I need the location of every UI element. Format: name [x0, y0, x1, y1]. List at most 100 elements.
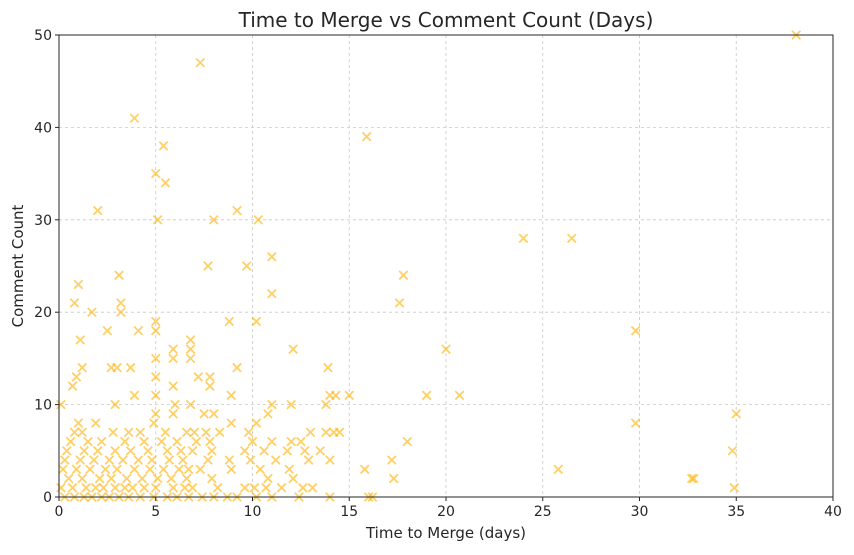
- data-point: [150, 316, 161, 327]
- data-point: [247, 436, 258, 447]
- data-point: [102, 325, 113, 336]
- x-tick-label: 5: [151, 504, 160, 520]
- data-point: [69, 427, 80, 438]
- x-tick-label: 0: [55, 504, 64, 520]
- data-point: [152, 473, 163, 484]
- data-point: [398, 270, 409, 281]
- data-point: [58, 464, 68, 475]
- data-point: [307, 482, 318, 493]
- data-point: [116, 307, 126, 318]
- data-point: [263, 409, 273, 419]
- y-tick-label: 0: [43, 490, 52, 506]
- data-point: [114, 270, 124, 281]
- data-point: [731, 409, 742, 419]
- data-point: [518, 233, 529, 244]
- data-point: [187, 482, 198, 493]
- data-point: [282, 445, 293, 456]
- data-point: [185, 344, 196, 354]
- data-point: [303, 455, 314, 465]
- data-point: [110, 482, 120, 493]
- data-point: [150, 372, 161, 382]
- data-point: [67, 482, 78, 493]
- data-point: [402, 436, 413, 447]
- data-point: [267, 436, 277, 447]
- data-point: [276, 482, 287, 493]
- data-point: [245, 455, 256, 465]
- data-point: [361, 131, 372, 142]
- data-point: [98, 482, 109, 493]
- data-point: [168, 344, 179, 354]
- x-tick-label: 15: [340, 504, 358, 520]
- data-point: [170, 399, 180, 410]
- x-tick-label: 40: [824, 504, 842, 520]
- data-point: [56, 482, 66, 493]
- data-point: [388, 473, 399, 484]
- data-point: [297, 482, 308, 493]
- data-point: [226, 418, 237, 428]
- data-point: [267, 251, 277, 262]
- data-point: [566, 233, 577, 244]
- data-point: [147, 455, 157, 465]
- data-point: [208, 214, 219, 225]
- data-point: [92, 445, 103, 456]
- data-point: [286, 399, 297, 410]
- data-point: [226, 390, 237, 401]
- data-point: [630, 325, 641, 336]
- data-point: [75, 455, 86, 465]
- data-point: [125, 362, 136, 373]
- data-point: [208, 409, 219, 419]
- data-point: [224, 316, 235, 327]
- data-point: [321, 427, 331, 438]
- data-point: [73, 418, 84, 428]
- data-point: [176, 445, 186, 456]
- data-point: [110, 445, 120, 456]
- data-point: [441, 344, 451, 354]
- chart-title: Time to Merge vs Comment Count (Days): [238, 8, 654, 32]
- x-tick-label: 35: [727, 504, 745, 520]
- data-point: [88, 455, 99, 465]
- data-point: [226, 464, 237, 475]
- data-point: [94, 473, 105, 484]
- data-point: [168, 482, 179, 493]
- data-point: [133, 325, 144, 336]
- data-point: [77, 473, 88, 484]
- data-point: [160, 427, 171, 438]
- data-point: [150, 482, 161, 493]
- data-point: [185, 353, 196, 364]
- data-point: [61, 445, 72, 456]
- data-point: [71, 372, 82, 382]
- data-point: [267, 288, 277, 299]
- data-point: [166, 473, 177, 484]
- data-point: [77, 362, 88, 373]
- y-tick-label: 30: [34, 213, 52, 229]
- data-point: [150, 409, 161, 419]
- data-point: [232, 362, 242, 373]
- data-point: [112, 464, 122, 475]
- data-point: [323, 362, 333, 373]
- data-point: [139, 436, 149, 447]
- data-point: [207, 473, 217, 484]
- data-point: [106, 473, 117, 484]
- data-point: [100, 464, 111, 475]
- data-point: [158, 141, 169, 151]
- x-tick-label: 10: [244, 504, 262, 520]
- y-tick-label: 20: [34, 305, 52, 321]
- data-point: [92, 205, 103, 216]
- data-points: [56, 30, 802, 502]
- data-point: [191, 436, 202, 447]
- data-point: [148, 418, 159, 428]
- data-point: [143, 445, 153, 456]
- data-point: [288, 473, 298, 484]
- data-point: [168, 409, 179, 419]
- data-point: [263, 473, 273, 484]
- data-point: [77, 427, 88, 438]
- data-point: [212, 482, 223, 493]
- data-point: [168, 353, 179, 364]
- data-point: [243, 427, 254, 438]
- y-axis-label: Comment Count: [9, 204, 27, 327]
- data-point: [394, 298, 405, 308]
- data-point: [193, 372, 204, 382]
- data-point: [359, 464, 370, 475]
